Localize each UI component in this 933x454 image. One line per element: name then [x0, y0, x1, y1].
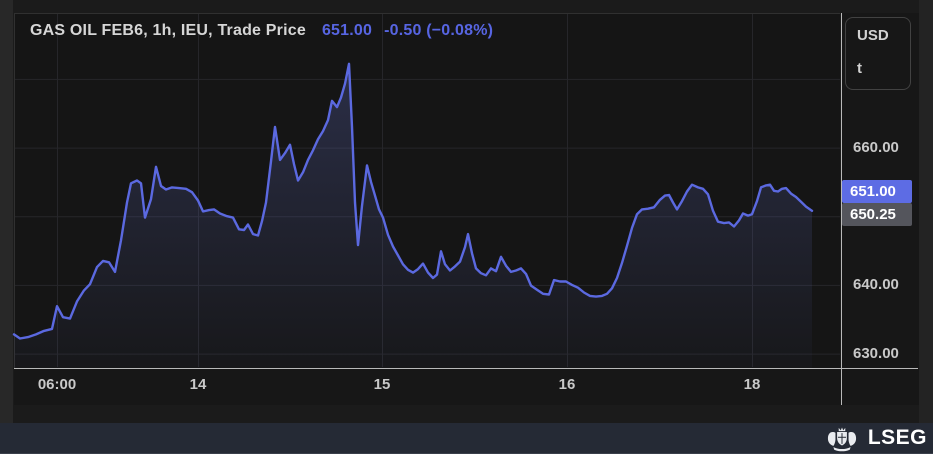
- left-margin: [0, 0, 13, 423]
- right-margin: [919, 0, 933, 423]
- quantity-unit-label: t: [857, 60, 862, 77]
- time-axis-label: 14: [189, 376, 207, 393]
- price-axis-label: 660.00: [853, 139, 899, 157]
- axis-separator-lines: [14, 13, 918, 405]
- price-axis-label: 640.00: [853, 276, 899, 294]
- currency-unit-label: USD: [857, 27, 889, 44]
- lseg-crest-icon: [827, 426, 856, 451]
- price-area-fill: [14, 63, 812, 369]
- time-axis-background[interactable]: [14, 368, 841, 405]
- price-line-series: [12, 62, 814, 340]
- secondary-price-badge: 650.25: [842, 203, 912, 227]
- last-price-value: 651.00: [321, 22, 373, 39]
- time-axis-label: 15: [373, 376, 391, 393]
- price-change-value: -0.50 (−0.08%): [384, 22, 494, 39]
- axis-unit-box: USD t: [845, 17, 911, 90]
- current-price-badge: 651.00: [842, 180, 912, 204]
- price-chart-canvas[interactable]: [0, 0, 933, 423]
- price-axis-label: 630.00: [853, 345, 899, 363]
- time-axis-label: 06:00: [37, 376, 77, 393]
- time-axis-label: 18: [743, 376, 761, 393]
- brand-footer: LSEG: [0, 423, 933, 454]
- chart-legend-row: GAS OIL FEB6, 1h, IEU, Trade Price 651.00…: [30, 22, 493, 40]
- time-axis-label: 16: [558, 376, 576, 393]
- instrument-title: GAS OIL FEB6, 1h, IEU, Trade Price: [30, 22, 306, 39]
- brand-name: LSEG: [867, 426, 927, 449]
